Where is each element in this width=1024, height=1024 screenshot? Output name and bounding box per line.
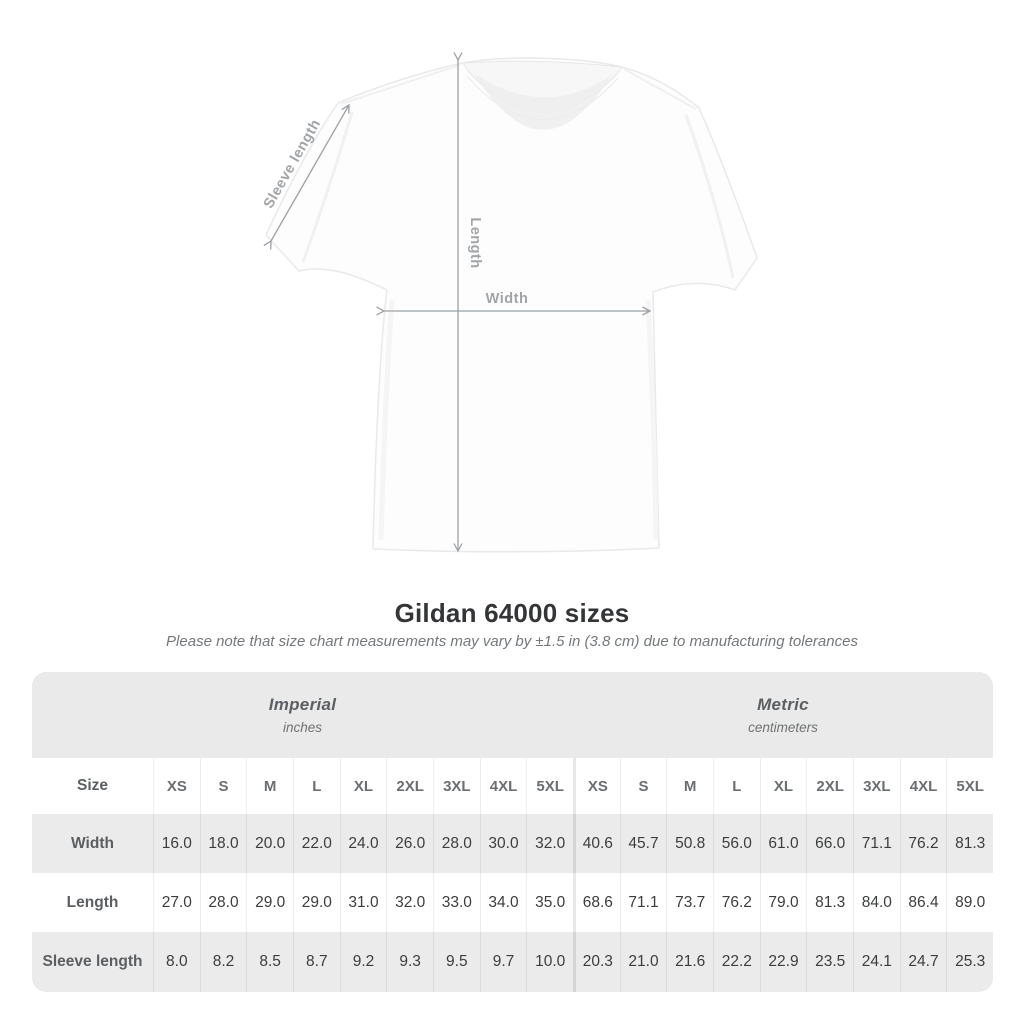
value-cell: 23.5 xyxy=(806,932,853,992)
width-row-label: Width xyxy=(71,834,114,852)
value-cell: 81.3 xyxy=(806,873,853,932)
size-col-header: XL xyxy=(759,758,807,814)
value-cell: 32.0 xyxy=(526,814,573,873)
value-cell: 28.0 xyxy=(199,873,247,932)
value-cell: 21.6 xyxy=(666,932,713,992)
size-col-header: 4XL xyxy=(479,758,527,814)
metric-label: Metric xyxy=(757,695,809,714)
page-title: Gildan 64000 sizes xyxy=(394,598,630,628)
value-cell: 35.0 xyxy=(526,873,573,932)
sleeve-length-row-label: Sleeve length xyxy=(42,953,143,970)
value-cell: 68.6 xyxy=(573,873,620,932)
value-cell: 24.0 xyxy=(339,814,387,873)
tshirt-image xyxy=(265,57,758,553)
value-cell: 56.0 xyxy=(713,814,760,873)
value-cell: 27.0 xyxy=(153,873,200,932)
size-col-header: 3XL xyxy=(853,758,900,814)
size-table: Imperial inches Metric centimeters Size … xyxy=(32,672,993,992)
length-row: Length 27.0 28.0 29.0 29.0 31.0 32.0 33.0 34.0 3… xyxy=(32,873,993,932)
size-row-label: Size xyxy=(76,777,108,794)
value-cell: 22.2 xyxy=(713,932,760,992)
value-cell: 32.0 xyxy=(386,873,433,932)
value-cell: 84.0 xyxy=(853,873,900,932)
imperial-group-header: Imperial inches xyxy=(32,672,573,758)
size-col-header: XL xyxy=(339,758,387,814)
value-cell: 9.5 xyxy=(433,932,480,992)
width-row: Width 16.0 18.0 20.0 22.0 24.0 26.0 28.0 30.0 32… xyxy=(32,814,993,873)
value-cell: 73.7 xyxy=(666,873,713,932)
length-label: Length xyxy=(467,217,483,268)
sleeve-length-row: Sleeve length 8.0 8.2 8.5 8.7 9.2 9.3 9.5 9.7 10… xyxy=(32,932,993,992)
value-cell: 40.6 xyxy=(573,814,620,873)
value-cell: 33.0 xyxy=(433,873,480,932)
value-cell: 20.3 xyxy=(573,932,620,992)
value-cell: 50.8 xyxy=(666,814,713,873)
size-col-header: XS xyxy=(573,758,620,814)
length-row-label: Length xyxy=(66,893,119,911)
size-col-header: 3XL xyxy=(433,758,480,814)
value-cell: 25.3 xyxy=(946,932,993,992)
size-col-header: M xyxy=(246,758,293,814)
size-col-header: S xyxy=(199,758,247,814)
width-label: Width xyxy=(486,291,529,307)
value-cell: 28.0 xyxy=(433,814,480,873)
size-col-header: M xyxy=(666,758,713,814)
value-cell: 71.1 xyxy=(619,873,667,932)
value-cell: 21.0 xyxy=(619,932,667,992)
imperial-label: Imperial xyxy=(268,695,337,714)
size-col-header: L xyxy=(293,758,340,814)
value-cell: 29.0 xyxy=(293,873,340,932)
size-col-header: 4XL xyxy=(899,758,947,814)
value-cell: 30.0 xyxy=(479,814,527,873)
size-col-header: 2XL xyxy=(386,758,433,814)
value-cell: 9.3 xyxy=(386,932,433,992)
metric-unit-label: centimeters xyxy=(748,720,818,735)
imperial-unit-label: inches xyxy=(282,720,323,735)
value-cell: 22.9 xyxy=(759,932,807,992)
value-cell: 18.0 xyxy=(199,814,247,873)
value-cell: 79.0 xyxy=(759,873,807,932)
sleeve-length-arrow xyxy=(263,103,350,250)
value-cell: 22.0 xyxy=(293,814,340,873)
size-col-header: S xyxy=(619,758,667,814)
value-cell: 24.7 xyxy=(899,932,947,992)
size-col-header: 2XL xyxy=(806,758,853,814)
value-cell: 8.0 xyxy=(153,932,200,992)
value-cell: 61.0 xyxy=(759,814,807,873)
size-col-header: XS xyxy=(153,758,200,814)
size-col-header: 5XL xyxy=(946,758,993,814)
unit-header-band: Imperial inches Metric centimeters xyxy=(32,672,993,758)
size-col-header: L xyxy=(713,758,760,814)
value-cell: 76.2 xyxy=(899,814,947,873)
value-cell: 10.0 xyxy=(526,932,573,992)
tolerance-note: Please note that size chart measurements… xyxy=(166,633,858,650)
value-cell: 45.7 xyxy=(619,814,667,873)
value-cell: 66.0 xyxy=(806,814,853,873)
value-cell: 8.5 xyxy=(246,932,293,992)
value-cell: 9.7 xyxy=(479,932,527,992)
value-cell: 29.0 xyxy=(246,873,293,932)
value-cell: 26.0 xyxy=(386,814,433,873)
value-cell: 34.0 xyxy=(479,873,527,932)
value-cell: 86.4 xyxy=(899,873,947,932)
value-cell: 81.3 xyxy=(946,814,993,873)
value-cell: 31.0 xyxy=(339,873,387,932)
value-cell: 76.2 xyxy=(713,873,760,932)
measurement-annotations xyxy=(263,52,652,553)
size-col-header: 5XL xyxy=(526,758,573,814)
value-cell: 8.7 xyxy=(293,932,340,992)
value-cell: 20.0 xyxy=(246,814,293,873)
value-cell: 16.0 xyxy=(153,814,200,873)
value-cell: 9.2 xyxy=(339,932,387,992)
value-cell: 24.1 xyxy=(853,932,900,992)
value-cell: 71.1 xyxy=(853,814,900,873)
value-cell: 89.0 xyxy=(946,873,993,932)
value-cell: 8.2 xyxy=(199,932,247,992)
metric-group-header: Metric centimeters xyxy=(573,672,993,758)
size-header-row: Size XS S M L XL 2XL 3XL 4XL 5XL XS S M L XL 2XL 3XL 4XL… xyxy=(32,758,993,814)
tshirt-diagram: Sleeve length Length Width xyxy=(261,52,758,553)
